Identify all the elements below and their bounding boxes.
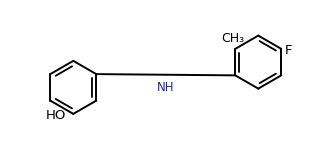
Text: HO: HO xyxy=(45,109,66,122)
Text: F: F xyxy=(285,44,293,57)
Text: CH₃: CH₃ xyxy=(221,32,244,45)
Text: NH: NH xyxy=(157,81,174,94)
